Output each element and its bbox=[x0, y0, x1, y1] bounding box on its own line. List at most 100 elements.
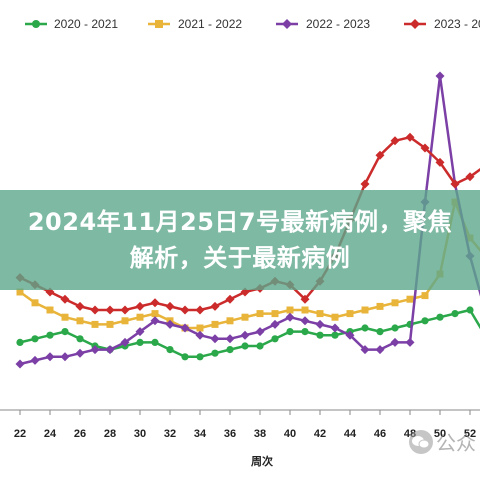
data-point bbox=[466, 306, 474, 314]
data-point bbox=[390, 337, 400, 347]
data-point bbox=[135, 301, 145, 311]
data-point bbox=[435, 71, 445, 81]
data-point bbox=[285, 312, 295, 322]
data-point bbox=[180, 323, 190, 333]
data-point bbox=[136, 338, 144, 346]
legend-entry-2022-2023: 2022 - 2023 bbox=[276, 17, 370, 31]
data-point bbox=[241, 313, 249, 321]
data-point bbox=[151, 338, 159, 346]
data-point bbox=[240, 330, 250, 340]
data-point bbox=[196, 324, 204, 332]
data-point bbox=[450, 179, 460, 189]
legend-label: 2023 - 2024 bbox=[434, 17, 480, 31]
legend-label: 2022 - 2023 bbox=[306, 17, 370, 31]
banner-title: 2024年11月25日7号最新病例，聚焦解析，关于最新病例 bbox=[27, 208, 453, 272]
data-point bbox=[120, 337, 130, 347]
data-point bbox=[211, 320, 219, 328]
data-point bbox=[331, 331, 339, 339]
data-point bbox=[210, 334, 220, 344]
x-tick-label: 52 bbox=[464, 428, 476, 440]
data-point bbox=[256, 310, 264, 318]
data-point bbox=[165, 301, 175, 311]
data-point bbox=[150, 298, 160, 308]
data-point bbox=[135, 327, 145, 337]
data-point bbox=[390, 136, 400, 146]
data-point bbox=[120, 305, 130, 315]
data-point bbox=[316, 331, 324, 339]
data-point bbox=[181, 353, 189, 361]
data-point bbox=[226, 346, 234, 354]
data-point bbox=[90, 305, 100, 315]
data-point bbox=[391, 299, 399, 307]
legend-label: 2021 - 2022 bbox=[178, 17, 242, 31]
data-point bbox=[60, 294, 70, 304]
x-tick-label: 50 bbox=[434, 428, 446, 440]
data-point bbox=[301, 328, 309, 336]
data-point bbox=[150, 316, 160, 326]
data-point bbox=[225, 294, 235, 304]
data-point bbox=[346, 310, 354, 318]
data-point bbox=[406, 295, 414, 303]
watermark: 公众 bbox=[408, 427, 476, 456]
x-tick-label: 32 bbox=[164, 428, 176, 440]
title-banner: 2024年11月25日7号最新病例，聚焦解析，关于最新病例 bbox=[0, 190, 480, 290]
data-point bbox=[271, 335, 279, 343]
data-point bbox=[421, 292, 429, 300]
data-point bbox=[31, 335, 39, 343]
legend-entry-2021-2022: 2021 - 2022 bbox=[148, 17, 242, 31]
data-point bbox=[91, 320, 99, 328]
data-point bbox=[375, 345, 385, 355]
x-tick-label: 34 bbox=[194, 428, 207, 440]
data-point bbox=[301, 306, 309, 314]
data-point bbox=[360, 179, 370, 189]
data-point bbox=[451, 310, 459, 318]
data-point bbox=[316, 310, 324, 318]
data-point bbox=[361, 324, 369, 332]
data-point bbox=[376, 328, 384, 336]
data-point bbox=[61, 313, 69, 321]
data-point bbox=[225, 334, 235, 344]
data-point bbox=[136, 313, 144, 321]
data-point bbox=[376, 302, 384, 310]
watermark-text: 公众 bbox=[436, 431, 476, 455]
data-point bbox=[165, 319, 175, 329]
data-point bbox=[210, 301, 220, 311]
legend: 2020 - 2021 2021 - 2022 2022 - 2023 2023… bbox=[25, 17, 480, 31]
data-point bbox=[435, 157, 445, 167]
data-point bbox=[151, 310, 159, 318]
data-point bbox=[196, 353, 204, 361]
x-tick-label: 46 bbox=[374, 428, 386, 440]
legend-label: 2020 - 2021 bbox=[54, 17, 118, 31]
data-point bbox=[75, 301, 85, 311]
data-point bbox=[211, 349, 219, 357]
data-point bbox=[90, 345, 100, 355]
data-point bbox=[436, 313, 444, 321]
data-point bbox=[75, 348, 85, 358]
legend-entry-2020-2021: 2020 - 2021 bbox=[25, 17, 118, 31]
data-point bbox=[241, 342, 249, 350]
data-point bbox=[420, 143, 430, 153]
data-point bbox=[375, 150, 385, 160]
x-tick-label: 28 bbox=[104, 428, 116, 440]
data-point bbox=[315, 319, 325, 329]
data-point bbox=[46, 331, 54, 339]
legend-entry-2023-2024: 2023 - 2024 bbox=[404, 17, 480, 31]
data-point bbox=[286, 306, 294, 314]
data-point bbox=[361, 306, 369, 314]
data-point bbox=[121, 317, 129, 325]
x-tick-label: 36 bbox=[224, 428, 236, 440]
x-tick-label: 42 bbox=[314, 428, 326, 440]
data-point bbox=[256, 342, 264, 350]
data-point bbox=[180, 305, 190, 315]
data-point bbox=[76, 317, 84, 325]
data-point bbox=[106, 320, 114, 328]
data-point bbox=[421, 317, 429, 325]
data-point bbox=[300, 294, 310, 304]
x-tick-label: 40 bbox=[284, 428, 296, 440]
data-point bbox=[226, 317, 234, 325]
data-point bbox=[405, 337, 415, 347]
data-point bbox=[15, 359, 25, 369]
data-point bbox=[330, 323, 340, 333]
data-point bbox=[45, 352, 55, 362]
data-point bbox=[30, 355, 40, 365]
